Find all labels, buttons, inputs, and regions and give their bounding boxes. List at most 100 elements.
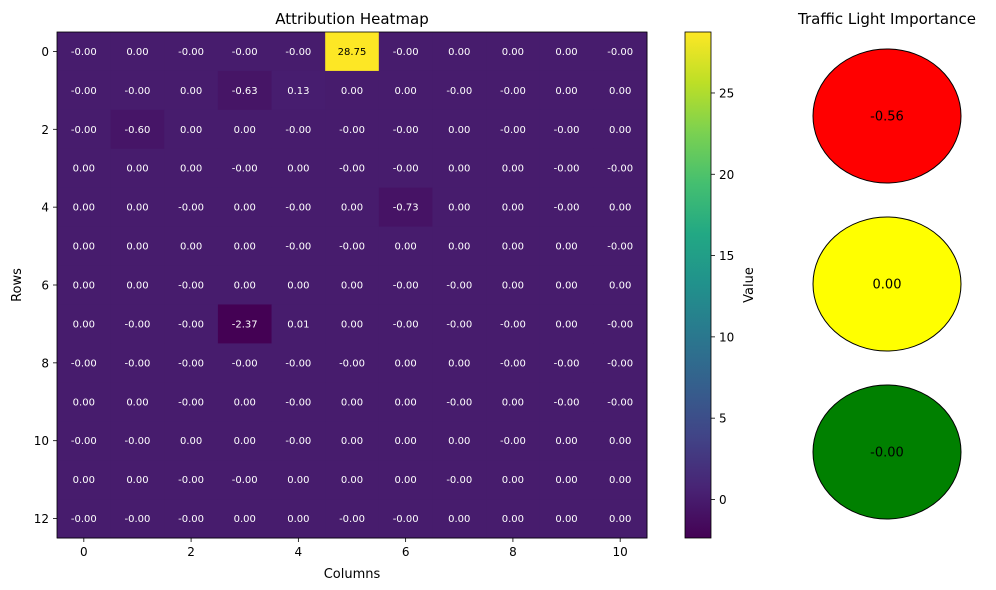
heatmap-cell xyxy=(164,226,219,267)
heatmap-cell xyxy=(432,32,487,72)
heatmap-cell xyxy=(110,421,165,461)
heatmap-cell xyxy=(325,460,380,500)
heatmap-cell xyxy=(217,304,273,344)
heatmap-cell-label: -0.00 xyxy=(446,281,472,292)
colorbar-tick-label: 10 xyxy=(719,330,734,344)
heatmap-cell-label: 0.00 xyxy=(395,358,417,369)
heatmap-cell-label: -0.00 xyxy=(446,397,472,408)
heatmap-cell-label: -0.00 xyxy=(178,475,204,486)
heatmap-cell-label: 0.00 xyxy=(73,164,95,175)
heatmap-cell-label: 0.00 xyxy=(73,475,95,486)
heatmap-cell xyxy=(486,265,541,305)
heatmap-cell xyxy=(325,304,380,344)
heatmap-cell xyxy=(378,460,433,500)
heatmap-cell xyxy=(271,109,326,150)
heatmap-cell xyxy=(432,109,487,150)
heatmap-cell xyxy=(110,265,165,305)
heatmap-cell-label: -0.00 xyxy=(339,358,365,369)
heatmap-cell xyxy=(539,109,594,150)
heatmap-cell xyxy=(378,32,433,72)
heatmap-cell-label: 0.00 xyxy=(234,281,256,292)
y-tick-label: 10 xyxy=(34,434,49,448)
heatmap-cell-label: -0.00 xyxy=(285,203,311,214)
heatmap-cell-label: 0.00 xyxy=(180,436,202,447)
heatmap-cell xyxy=(593,382,648,422)
heatmap-cell xyxy=(110,148,165,189)
heatmap-cell xyxy=(271,304,326,344)
traffic-lights: -0.56 0.00 -0.00 xyxy=(812,48,962,520)
colorbar-ticks: 0 5 10 15 20 25 xyxy=(711,86,734,507)
heatmap-cell-label: 0.00 xyxy=(234,514,256,525)
heatmap-cells xyxy=(57,32,648,539)
heatmap-cell xyxy=(325,226,380,267)
heatmap-cell xyxy=(217,109,273,150)
heatmap-cell-label: 0.00 xyxy=(555,86,577,97)
heatmap-cell-label: -0.00 xyxy=(178,47,204,58)
heatmap-cell xyxy=(110,187,165,228)
y-tick-label: 12 xyxy=(34,512,49,526)
heatmap-cell xyxy=(164,304,219,344)
heatmap-cell-label: 0.00 xyxy=(287,281,309,292)
heatmap-cell xyxy=(57,460,112,500)
heatmap-cell xyxy=(378,382,433,422)
heatmap-cell-label: 0.00 xyxy=(555,47,577,58)
heatmap-cell-label: -0.00 xyxy=(500,319,526,330)
x-tick-label: 2 xyxy=(187,545,195,559)
heatmap-cell xyxy=(325,187,380,228)
heatmap-cell-label: -0.00 xyxy=(607,47,633,58)
heatmap-cell-label: 0.00 xyxy=(341,397,363,408)
heatmap-cell xyxy=(486,148,541,189)
heatmap-cell xyxy=(217,32,273,72)
heatmap-cell-label: -0.00 xyxy=(125,436,151,447)
heatmap-cell xyxy=(164,499,219,539)
heatmap-cell-label: -0.00 xyxy=(446,319,472,330)
heatmap-cell-label: -0.00 xyxy=(285,125,311,136)
heatmap-cell-label: 0.00 xyxy=(555,281,577,292)
heatmap-cell xyxy=(271,226,326,267)
heatmap-cell-label: -0.00 xyxy=(71,358,97,369)
heatmap-cell-label: -0.00 xyxy=(285,436,311,447)
heatmap-cell-label: -2.37 xyxy=(232,319,258,330)
y-tick-label: 6 xyxy=(41,279,49,293)
heatmap-cell xyxy=(325,32,380,72)
heatmap-cell xyxy=(432,148,487,189)
colorbar-tick-label: 25 xyxy=(719,86,734,100)
heatmap-cell-label: 0.00 xyxy=(502,164,524,175)
heatmap-cell-label: -0.00 xyxy=(500,125,526,136)
heatmap-cell-label: 28.75 xyxy=(338,47,367,58)
heatmap-cell xyxy=(539,460,594,500)
traffic-light-circle xyxy=(812,384,962,520)
heatmap-cell xyxy=(539,148,594,189)
heatmap-cell xyxy=(539,70,594,111)
traffic-light-title: Traffic Light Importance xyxy=(797,10,976,28)
heatmap-cell xyxy=(271,343,326,383)
heatmap-cell-label: 0.00 xyxy=(502,397,524,408)
heatmap-cell-label: 0.00 xyxy=(234,436,256,447)
heatmap-cell xyxy=(593,148,648,189)
heatmap-cell xyxy=(110,382,165,422)
heatmap-cell-label: -0.00 xyxy=(554,397,580,408)
heatmap-cell-label: -0.00 xyxy=(393,47,419,58)
heatmap-cell xyxy=(378,187,433,228)
heatmap-cell xyxy=(164,109,219,150)
heatmap-cell xyxy=(57,226,112,267)
heatmap-cell-label: -0.00 xyxy=(393,164,419,175)
heatmap-cell xyxy=(325,70,380,111)
heatmap-cell-label: 0.00 xyxy=(555,242,577,253)
heatmap-cell-label: -0.00 xyxy=(285,47,311,58)
heatmap-cell-label: 0.00 xyxy=(609,436,631,447)
heatmap-cell xyxy=(217,343,273,383)
heatmap-cell-label: -0.00 xyxy=(71,436,97,447)
heatmap-cell xyxy=(432,226,487,267)
heatmap-cell-label: -0.00 xyxy=(232,47,258,58)
heatmap-cell-label: 0.00 xyxy=(126,281,148,292)
heatmap-cell-label: -0.00 xyxy=(125,514,151,525)
colorbar-tick-label: 15 xyxy=(719,249,734,263)
heatmap-cell-label: -0.00 xyxy=(607,397,633,408)
traffic-light-circle xyxy=(812,48,962,184)
heatmap-cell-label: 0.00 xyxy=(448,514,470,525)
heatmap-cell-label: -0.73 xyxy=(393,203,419,214)
y-tick-label: 0 xyxy=(41,45,49,59)
heatmap-cell-label: 0.00 xyxy=(502,242,524,253)
